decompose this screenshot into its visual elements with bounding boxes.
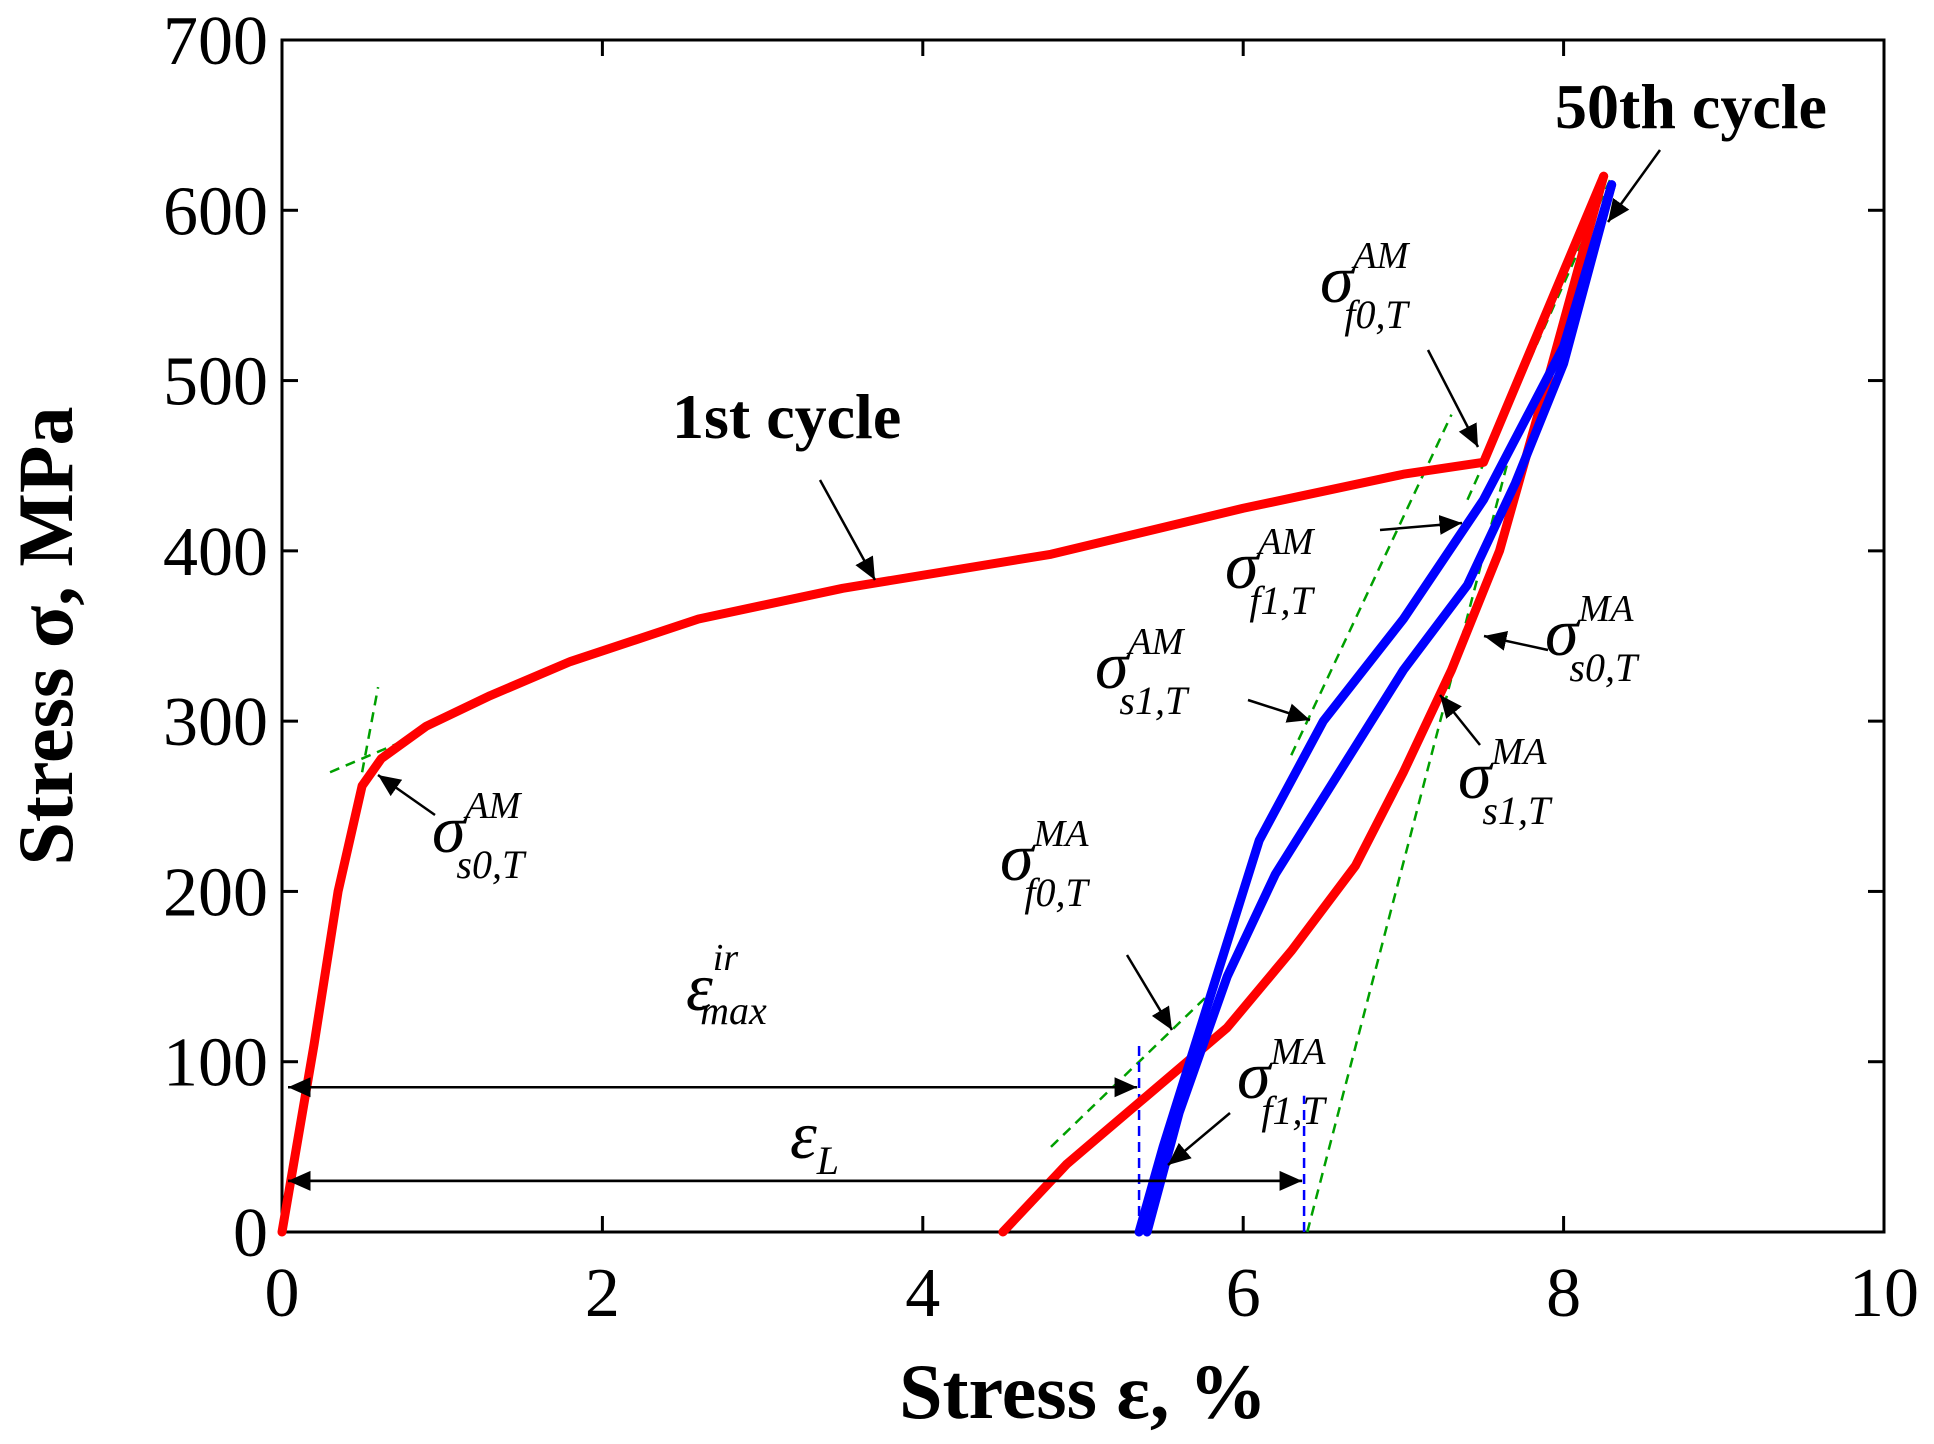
sigma-annotation-arrow (1483, 631, 1549, 652)
x-tick-label: 10 (1849, 1255, 1919, 1332)
x-tick-label: 0 (265, 1255, 300, 1332)
cycle-label: 1st cycle (672, 381, 901, 452)
first-cycle-unloading-curve (998, 171, 1609, 1237)
y-tick-label: 300 (163, 684, 268, 761)
x-tick-label: 6 (1226, 1255, 1261, 1332)
tangent-line (1050, 975, 1229, 1148)
plot-frame (280, 38, 1886, 1234)
dimension-arrows: εir max εL (288, 937, 1303, 1191)
x-tick-label: 2 (585, 1255, 620, 1332)
sigma-annotation: σAM f0,T (1320, 235, 1411, 337)
tangent-lines (329, 175, 1613, 1233)
series-group (277, 171, 1617, 1237)
y-tick-label: 100 (163, 1025, 268, 1102)
sigma-annotation-arrow (1247, 698, 1311, 723)
first-cycle-loading-curve (277, 171, 1609, 1237)
cycle-label-arrow (1606, 149, 1662, 223)
sigma-annotation-arrow (1125, 954, 1174, 1031)
cycle-label: 50th cycle (1555, 71, 1827, 142)
cycle-label-arrow (818, 479, 877, 581)
sigma-annotation-arrow (377, 773, 436, 817)
y-tick-label: 500 (163, 344, 268, 421)
sigma-annotation-arrow (1167, 1112, 1231, 1166)
y-tick-label: 400 (163, 514, 268, 591)
annotation-labels: 1st cycle 50th cycle σAM s0,T σAM f0,T σAM f1,T… (377, 71, 1827, 1166)
sigma-annotation-arrow (1379, 514, 1463, 535)
x-tick-label: 4 (905, 1255, 940, 1332)
y-axis-title: Stress σ, MPa (2, 406, 89, 865)
dimension-label: εir max (686, 937, 767, 1033)
sigma-annotation-arrow (1439, 694, 1481, 746)
sigma-annotation: σMA f1,T (1237, 1031, 1328, 1133)
sigma-annotation: σAM f1,T (1225, 521, 1316, 623)
sigma-annotation: σMA s0,T (1545, 588, 1640, 690)
x-tick-label: 8 (1546, 1255, 1581, 1332)
fiftieth-cycle-loading-curve (1134, 180, 1617, 1237)
y-tick-label: 200 (163, 854, 268, 931)
sigma-annotation: σMA s1,T (1458, 731, 1553, 833)
sigma-annotation: σAM s1,T (1095, 621, 1190, 723)
y-tick-label: 600 (163, 173, 268, 250)
strain-markers (1137, 1044, 1306, 1232)
x-axis-title: Stress ε, % (899, 1348, 1267, 1435)
tangent-line (360, 686, 380, 773)
sigma-annotation: σMA f0,T (1000, 813, 1091, 915)
y-tick-label: 700 (163, 3, 268, 80)
dimension-label: εL (790, 1097, 839, 1183)
y-tick-label: 0 (233, 1195, 268, 1272)
sigma-annotation: σAM s0,T (432, 785, 527, 887)
sigma-annotation-arrow (1426, 349, 1480, 448)
fiftieth-cycle-unloading-curve (1142, 180, 1617, 1237)
